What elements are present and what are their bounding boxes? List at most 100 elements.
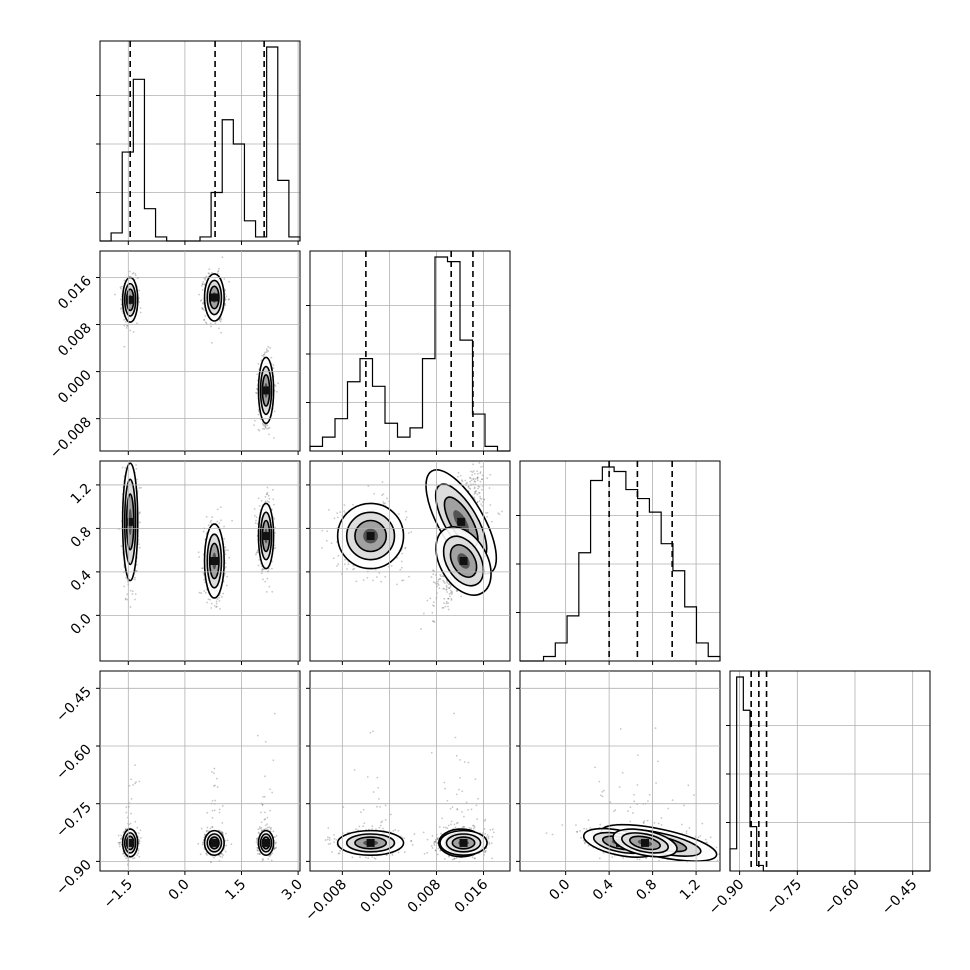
sample-point	[441, 607, 444, 609]
sample-point	[446, 591, 448, 593]
sample-point	[213, 605, 216, 607]
sample-point	[486, 454, 488, 456]
sample-point	[447, 597, 450, 600]
peak-bin	[262, 532, 271, 540]
sample-point	[402, 579, 405, 582]
sample-point	[478, 485, 481, 488]
panel-frame	[519, 460, 721, 662]
sample-point	[138, 301, 141, 303]
sample-point	[120, 306, 123, 309]
sample-point	[265, 493, 268, 496]
sample-point	[481, 474, 484, 477]
sample-point	[272, 364, 275, 366]
sample-point	[131, 272, 134, 275]
sample-point	[344, 558, 347, 561]
sample-point	[382, 493, 385, 496]
hist-panel-bg	[310, 251, 510, 451]
sample-point	[224, 546, 227, 549]
sample-point	[123, 324, 126, 327]
sample-point	[202, 567, 204, 570]
sample-point	[478, 500, 481, 502]
sample-point	[474, 478, 477, 480]
panel-frame	[99, 40, 301, 242]
sample-point	[206, 601, 208, 604]
sample-point	[223, 525, 225, 528]
y-tick-label: 0.016	[55, 273, 95, 313]
sample-point	[432, 573, 435, 576]
density-panel	[99, 250, 301, 452]
sample-point	[491, 520, 493, 523]
sample-point	[261, 422, 264, 424]
sample-point	[445, 586, 448, 589]
sample-point	[200, 284, 203, 287]
sample-point	[374, 568, 377, 571]
sample-point	[265, 590, 268, 593]
sample-point	[433, 605, 435, 608]
sample-point	[224, 304, 227, 306]
sample-point	[405, 516, 408, 519]
sample-point	[126, 324, 129, 327]
sample-point	[420, 628, 422, 630]
sample-point	[407, 532, 410, 534]
sample-point	[450, 590, 453, 593]
sample-point	[442, 575, 445, 577]
sample-point	[480, 503, 483, 506]
sample-point	[200, 592, 203, 594]
sample-point	[214, 322, 217, 325]
sample-point	[325, 539, 328, 542]
sample-point	[275, 390, 278, 393]
sample-point	[135, 464, 137, 466]
sample-point	[201, 289, 204, 291]
peak-bin	[126, 517, 135, 526]
sample-point	[471, 474, 474, 476]
sample-point	[216, 605, 218, 608]
sample-point	[376, 576, 378, 578]
contour-line	[449, 544, 478, 578]
sample-point	[138, 487, 141, 489]
sample-point	[337, 563, 340, 566]
sample-point	[477, 487, 479, 490]
sample-point	[442, 575, 444, 578]
sample-point	[224, 573, 226, 575]
sample-point	[203, 319, 205, 322]
sample-point	[262, 578, 264, 581]
sample-point	[474, 480, 477, 483]
sample-point	[260, 499, 263, 502]
sample-point	[470, 452, 472, 454]
sample-point	[263, 353, 266, 355]
y-tick-label: 0.008	[55, 320, 95, 360]
sample-point	[269, 346, 272, 349]
contour-line	[345, 511, 396, 561]
sample-point	[479, 472, 482, 475]
sample-point	[138, 289, 140, 292]
sample-point	[216, 598, 219, 601]
sample-point	[267, 350, 270, 352]
sample-point	[429, 597, 432, 600]
sample-point	[442, 587, 445, 590]
sample-point	[199, 300, 202, 302]
sample-point	[198, 556, 201, 558]
sample-point	[267, 345, 270, 348]
sample-point	[343, 563, 346, 566]
sample-point	[448, 593, 451, 595]
sample-point	[397, 513, 400, 515]
sample-point	[470, 479, 473, 482]
sample-point	[432, 604, 434, 607]
sample-point	[384, 502, 386, 505]
sample-point	[134, 820, 137, 823]
peak-bin	[126, 295, 135, 304]
sample-point	[476, 477, 479, 480]
sample-point	[203, 309, 206, 311]
sample-point	[473, 458, 475, 460]
sample-point	[138, 543, 140, 546]
sample-point	[272, 436, 275, 439]
sample-point	[228, 280, 230, 283]
sample-point	[128, 270, 131, 273]
sample-point	[386, 497, 388, 500]
sample-point	[258, 558, 261, 561]
sample-point	[119, 287, 122, 290]
sample-point	[449, 585, 452, 588]
hist-panel-bg	[730, 671, 930, 871]
sample-point	[126, 593, 129, 596]
sample-point	[467, 485, 470, 488]
